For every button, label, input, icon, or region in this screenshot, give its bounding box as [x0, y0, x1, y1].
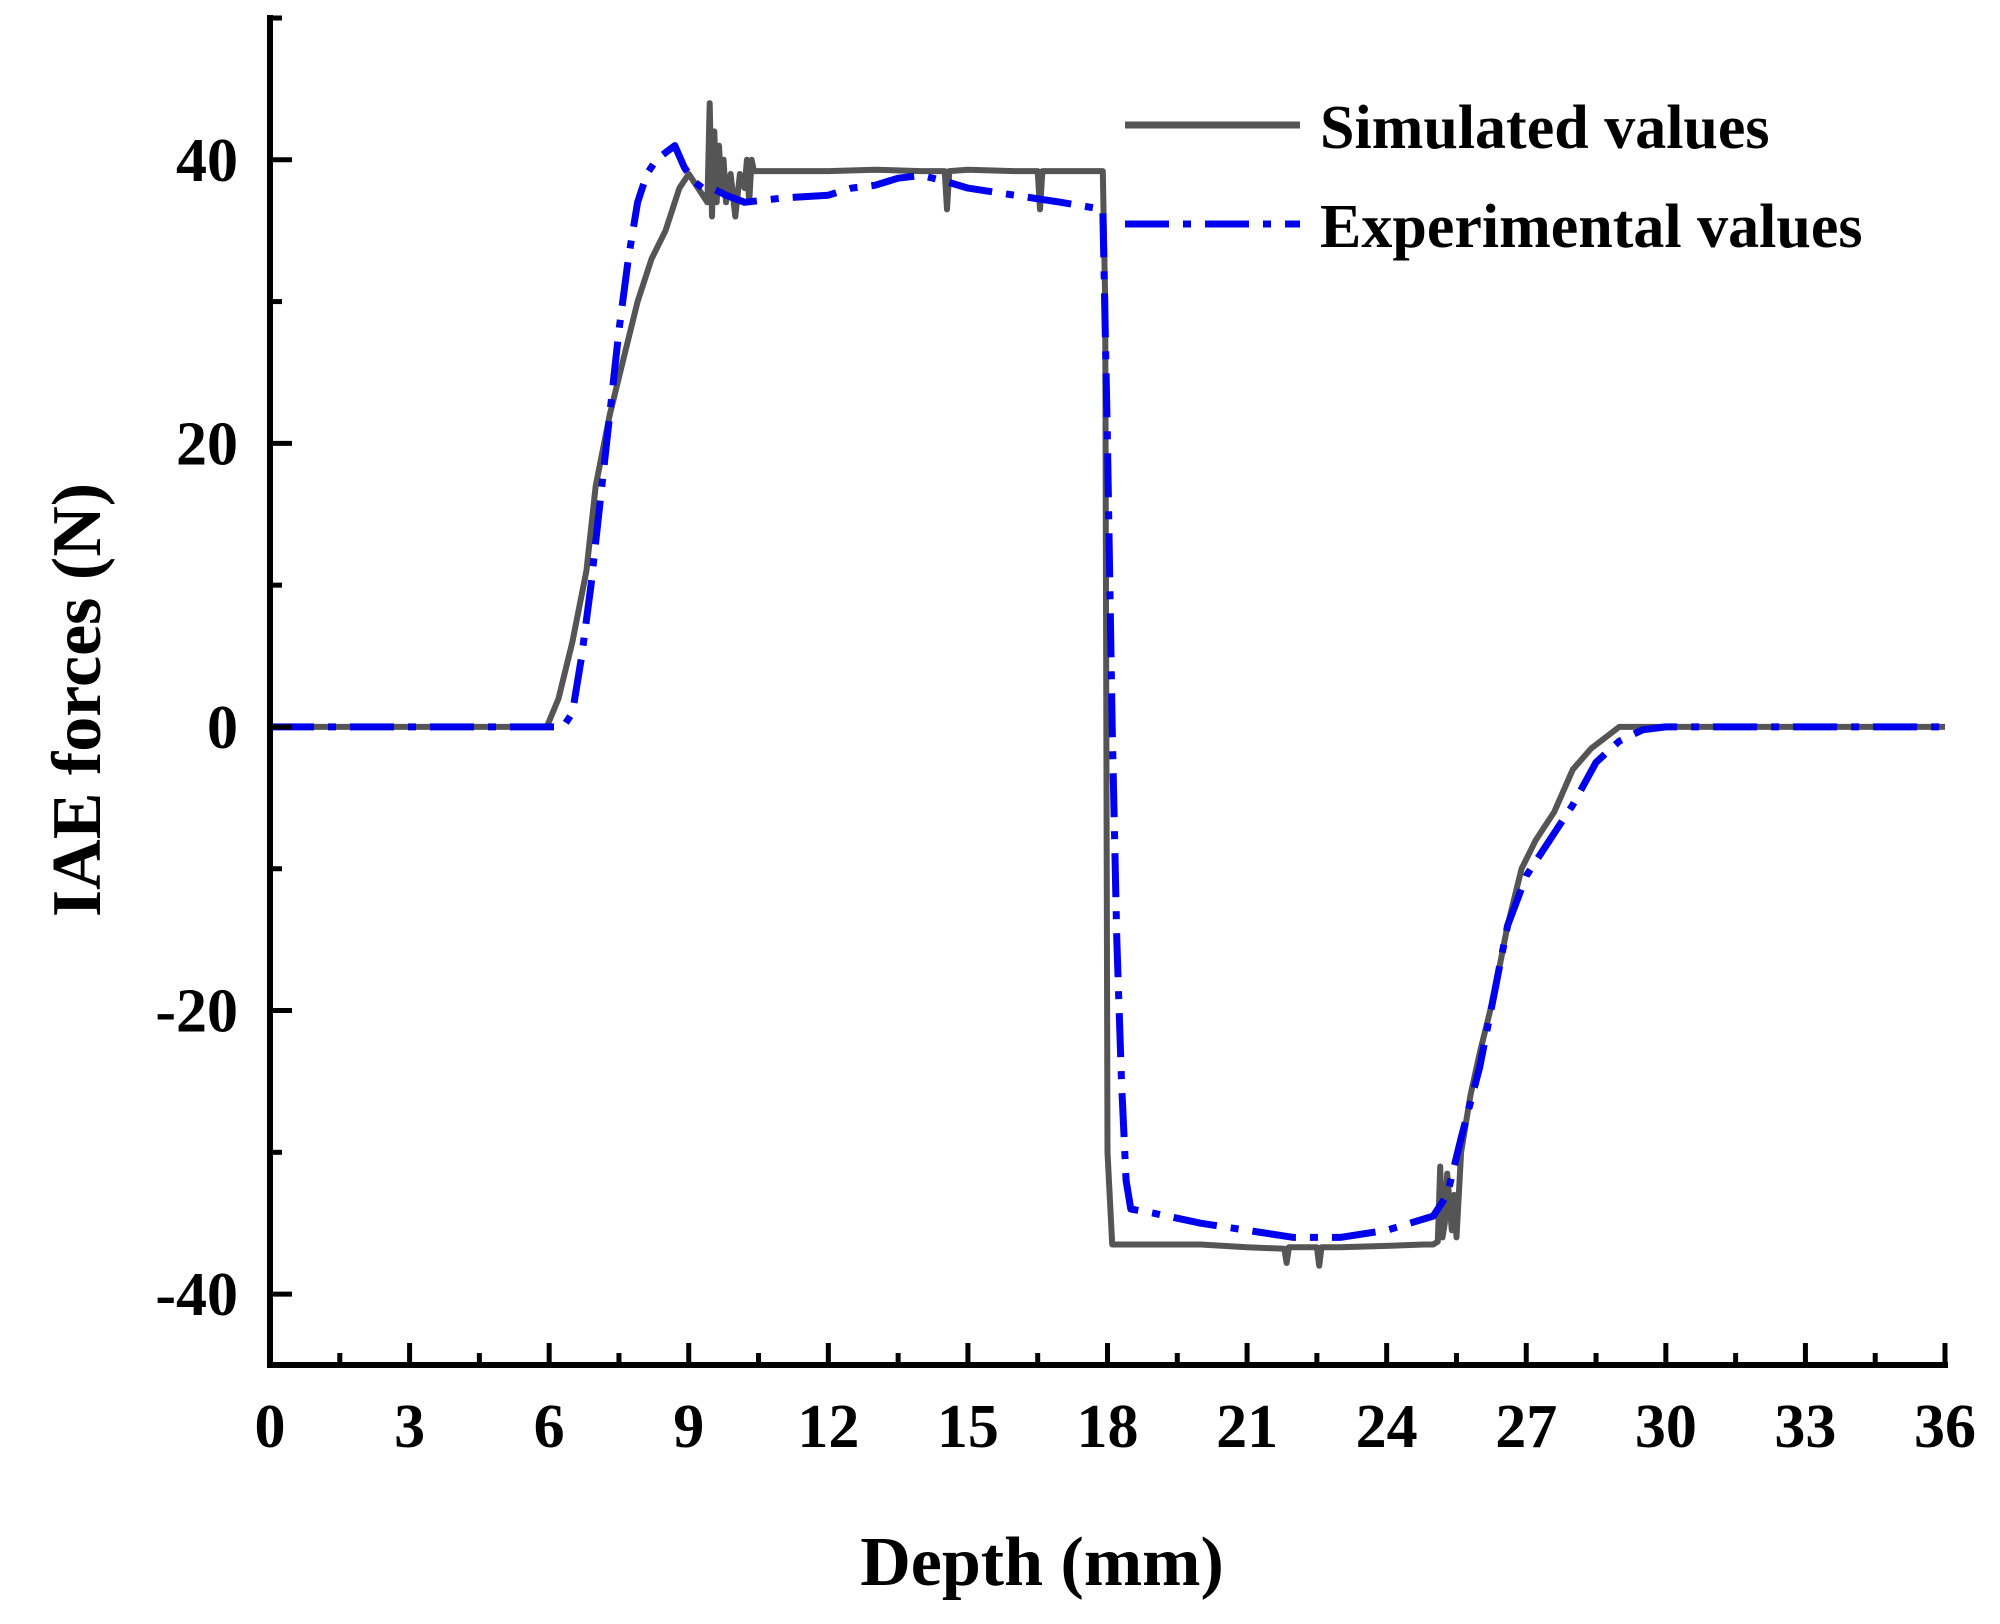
x-tick-label: 6	[534, 1393, 565, 1461]
x-tick-label: 0	[255, 1393, 286, 1461]
x-tick-label: 9	[673, 1393, 704, 1461]
legend-label-simulated: Simulated values	[1320, 94, 1770, 162]
x-ticks: 0 3 6 9 12 15 18 21 24 27 30 33 36	[255, 1343, 1976, 1461]
x-tick-label: 33	[1774, 1393, 1836, 1461]
y-tick-label: 0	[207, 694, 238, 762]
y-tick-label: -40	[155, 1261, 238, 1329]
y-tick-label: -20	[155, 978, 238, 1046]
x-tick-label: 21	[1216, 1393, 1278, 1461]
x-tick-label: 30	[1635, 1393, 1697, 1461]
x-tick-label: 15	[937, 1393, 999, 1461]
x-tick-label: 18	[1077, 1393, 1139, 1461]
x-tick-label: 24	[1356, 1393, 1418, 1461]
y-tick-label: 20	[176, 410, 238, 478]
plot-lines	[270, 100, 1945, 1269]
series-line-experimental	[270, 142, 1945, 1241]
x-axis-title: Depth (mm)	[860, 1524, 1224, 1601]
x-tick-label: 12	[797, 1393, 859, 1461]
legend: Simulated values Experimental values	[1125, 94, 1862, 261]
legend-label-experimental: Experimental values	[1320, 193, 1862, 261]
x-tick-label: 27	[1495, 1393, 1557, 1461]
y-ticks: -40 -20 0 20 40	[155, 15, 292, 1329]
x-tick-label: 36	[1914, 1393, 1976, 1461]
y-axis-title: IAE forces (N)	[39, 483, 116, 917]
y-tick-label: 40	[176, 127, 238, 195]
x-tick-label: 3	[394, 1393, 425, 1461]
